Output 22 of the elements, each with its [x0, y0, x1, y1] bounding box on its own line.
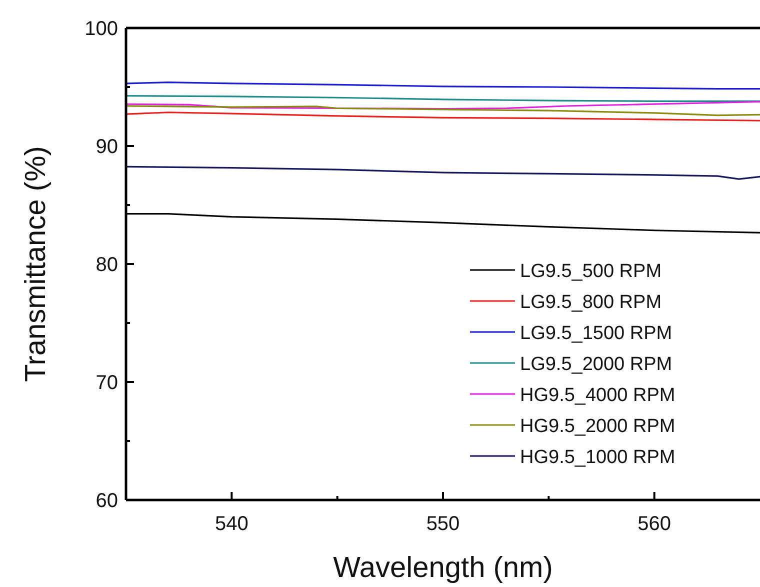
legend-label: HG9.5_2000 RPM — [520, 416, 676, 437]
y-tick-label: 80 — [96, 254, 118, 276]
line-series — [126, 105, 760, 116]
legend-label: HG9.5_4000 RPM — [520, 385, 676, 406]
legend-label: LG9.5_800 RPM — [520, 292, 662, 313]
y-axis-title: Transmittance (%) — [20, 146, 52, 382]
line-series — [126, 100, 760, 110]
line-series — [126, 112, 760, 122]
legend-label: LG9.5_1500 RPM — [520, 323, 672, 344]
x-tick-label: 550 — [426, 513, 460, 535]
x-tick-label: 540 — [214, 513, 248, 535]
legend-label: HG9.5_1000 RPM — [520, 447, 676, 468]
line-series — [126, 166, 760, 180]
x-axis-title: Wavelength (nm) — [333, 552, 553, 584]
y-tick-label: 60 — [96, 490, 118, 512]
line-series — [126, 81, 760, 90]
y-tick-label: 100 — [84, 18, 118, 40]
y-tick-label: 90 — [96, 136, 118, 158]
legend-label: LG9.5_2000 RPM — [520, 354, 672, 375]
legend-label: LG9.5_500 RPM — [520, 261, 662, 282]
x-tick-label: 560 — [638, 513, 672, 535]
y-tick-label: 70 — [96, 372, 118, 394]
